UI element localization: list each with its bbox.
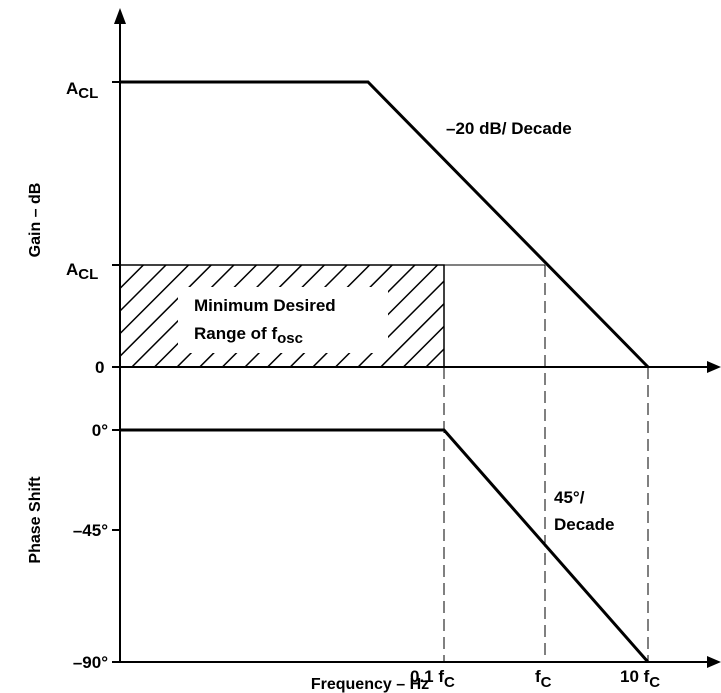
- freq-tick-label-01fc: 0.1 fC: [410, 667, 455, 691]
- gain-slope-annotation: –20 dB/ Decade: [446, 119, 572, 138]
- gain-axis-arrowhead: [707, 361, 721, 373]
- phase-tick-label-minus90: –90°: [73, 653, 108, 672]
- gain-axis-title: Gain – dB: [27, 183, 44, 258]
- gain-tick-label-acl-top: ACL: [66, 79, 98, 102]
- range-annotation-line1: Minimum Desired: [194, 296, 336, 315]
- phase-tick-label-minus45: –45°: [73, 521, 108, 540]
- phase-slope-annotation-line1: 45°/: [554, 488, 585, 507]
- freq-tick-label-10fc: 10 fC: [620, 667, 660, 691]
- phase-slope-annotation-line2: Decade: [554, 515, 614, 534]
- range-annotation-line2: Range of fosc: [194, 324, 303, 347]
- vertical-axis-arrowhead: [114, 8, 126, 24]
- frequency-axis-title: Frequency – Hz: [311, 676, 429, 693]
- phase-tick-label-0: 0°: [92, 421, 108, 440]
- phase-curve: [120, 428, 650, 663]
- gain-curve: [120, 80, 650, 369]
- frequency-axis-arrowhead: [707, 656, 721, 668]
- phase-axis-title: Phase Shift: [27, 476, 44, 564]
- range-label-box: [178, 287, 388, 353]
- gain-tick-label-acl-mid: ACL: [66, 260, 98, 283]
- gain-tick-label-zero: 0: [95, 358, 104, 377]
- freq-tick-label-fc: fC: [535, 667, 552, 691]
